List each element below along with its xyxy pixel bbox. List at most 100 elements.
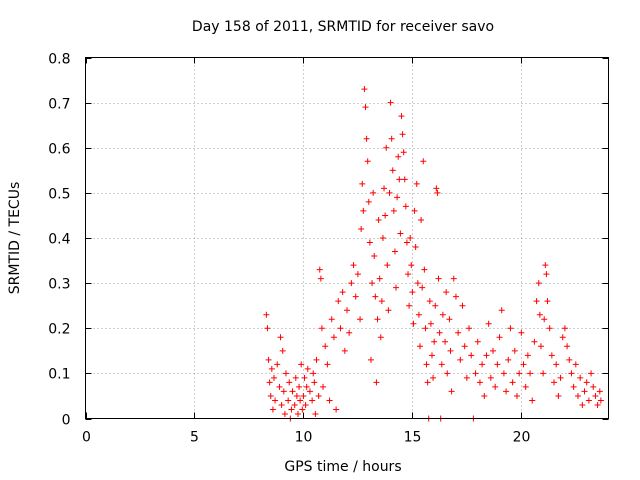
y-tick-label: 0.2	[48, 322, 70, 338]
data-point	[594, 401, 601, 408]
data-point	[310, 370, 317, 377]
data-point	[387, 99, 394, 106]
data-point	[311, 379, 318, 386]
data-point	[516, 370, 523, 377]
data-point	[393, 284, 400, 291]
data-point	[438, 361, 445, 368]
data-point	[520, 361, 527, 368]
data-point	[447, 347, 454, 354]
data-point	[337, 325, 344, 332]
data-point	[324, 361, 331, 368]
chart-title: Day 158 of 2011, SRMTID for receiver sav…	[192, 19, 494, 35]
data-point	[344, 307, 350, 314]
data-point	[496, 334, 503, 341]
data-point	[592, 392, 599, 399]
data-point	[596, 388, 603, 395]
data-point	[376, 275, 383, 282]
data-point	[597, 397, 604, 404]
data-point	[330, 334, 337, 341]
data-point	[268, 365, 275, 372]
data-point	[328, 316, 335, 323]
data-point	[360, 207, 367, 214]
data-point	[402, 203, 409, 210]
data-point	[564, 343, 571, 350]
data-point	[555, 392, 562, 399]
data-point	[537, 343, 544, 350]
data-points	[263, 86, 604, 422]
data-point	[557, 374, 564, 381]
data-point	[276, 383, 283, 390]
data-point	[298, 361, 305, 368]
data-point	[364, 158, 371, 165]
data-point	[286, 379, 293, 386]
data-point	[541, 316, 548, 323]
data-point	[409, 289, 416, 296]
data-point	[500, 370, 507, 377]
y-tick-label: 0.3	[48, 277, 70, 293]
data-point	[390, 207, 397, 214]
data-point	[487, 374, 494, 381]
data-point	[369, 280, 376, 287]
data-point	[388, 135, 395, 142]
data-point	[431, 338, 438, 345]
data-point	[590, 383, 597, 390]
data-point	[400, 149, 407, 156]
data-point	[280, 388, 287, 395]
data-point	[524, 352, 531, 359]
data-point	[282, 370, 289, 377]
data-point	[442, 338, 449, 345]
data-point	[299, 406, 306, 413]
data-point	[509, 379, 516, 386]
data-point	[354, 271, 361, 278]
data-point	[394, 194, 401, 201]
data-point	[365, 198, 372, 205]
data-point	[455, 329, 462, 336]
data-point	[309, 397, 316, 404]
y-tick-label: 0.7	[48, 97, 70, 113]
data-point	[352, 293, 359, 300]
data-point	[382, 212, 389, 219]
y-tick-label: 0.8	[48, 52, 70, 68]
data-point	[548, 352, 555, 359]
data-point	[485, 320, 492, 327]
data-point	[540, 370, 547, 377]
data-point	[446, 316, 453, 323]
data-point	[533, 298, 540, 305]
data-point	[317, 275, 324, 282]
data-point	[579, 401, 586, 408]
data-point	[333, 406, 340, 413]
data-point	[288, 406, 295, 413]
y-tick-label: 0.4	[48, 232, 70, 248]
data-point	[315, 392, 322, 399]
data-point	[426, 298, 433, 305]
data-point	[277, 334, 284, 341]
data-point	[335, 298, 342, 305]
data-point	[378, 298, 385, 305]
data-point	[302, 401, 309, 408]
x-tick-label: 0	[82, 430, 91, 446]
data-point	[423, 361, 430, 368]
data-point	[551, 379, 558, 386]
data-point	[531, 338, 538, 345]
data-point	[385, 307, 392, 314]
data-point	[405, 271, 412, 278]
x-tick-label: 20	[513, 430, 531, 446]
data-point	[505, 356, 512, 363]
data-point	[272, 397, 279, 404]
data-point	[433, 185, 440, 192]
data-point	[300, 392, 307, 399]
data-point	[322, 343, 329, 350]
data-point	[420, 158, 427, 165]
data-point	[492, 383, 499, 390]
data-point	[375, 216, 382, 223]
data-point	[535, 280, 542, 287]
data-point	[544, 298, 551, 305]
data-point	[581, 388, 588, 395]
data-point	[379, 235, 386, 241]
data-point	[588, 370, 595, 377]
data-point	[479, 361, 486, 368]
data-point	[513, 392, 520, 399]
data-point	[386, 189, 393, 196]
data-point	[474, 338, 481, 345]
